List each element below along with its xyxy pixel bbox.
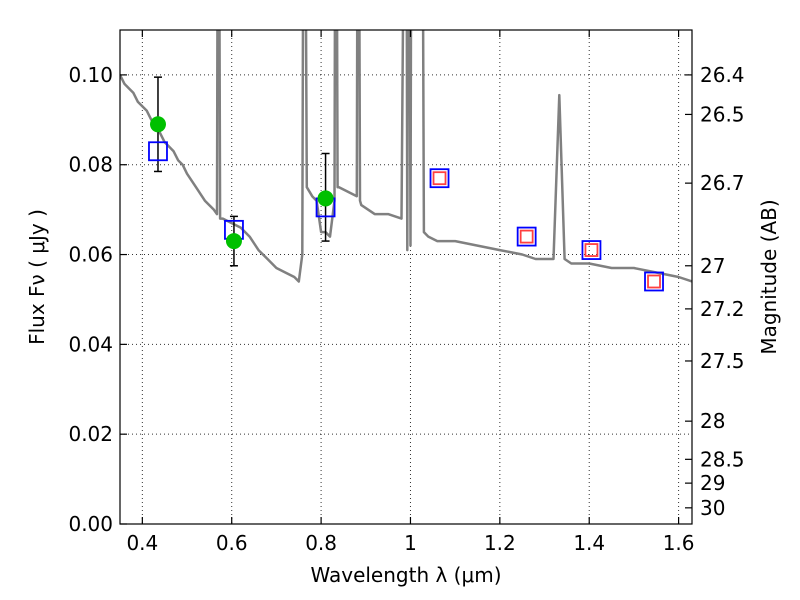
y-tick-label: 0.02 <box>68 422 113 446</box>
axes-frame <box>119 29 693 525</box>
x-axis-label: Wavelength λ (μm) <box>310 563 501 587</box>
x-tick-label: 0.8 <box>305 531 337 555</box>
x-tick-label: 0.4 <box>126 531 158 555</box>
model-flux-square-red <box>647 274 661 289</box>
sed-model-line <box>120 30 692 283</box>
model-flux-square <box>581 240 602 260</box>
model-flux-square <box>429 168 450 189</box>
y-tick-label: 0.10 <box>68 63 113 87</box>
model-flux-square-red <box>519 229 534 244</box>
x-tick-label: 1 <box>404 531 417 555</box>
right-tick-label: 26.7 <box>700 171 745 195</box>
model-flux-square <box>516 226 537 247</box>
observed-flux-point <box>225 233 242 250</box>
right-tick-label: 29 <box>700 471 725 495</box>
right-tick-label: 28 <box>700 409 725 433</box>
y-tick-label: 0.04 <box>68 332 113 356</box>
y-tick-label: 0.00 <box>68 512 113 536</box>
right-tick-label: 27.5 <box>700 349 745 373</box>
plot-area <box>120 30 692 292</box>
x-tick-label: 1.4 <box>573 531 605 555</box>
model-flux-square-red <box>584 243 599 257</box>
right-axis-label: Magnitude (AB) <box>757 199 781 354</box>
y-axis-label: Flux Fν ( μJy ) <box>25 209 49 345</box>
model-flux-square <box>148 141 168 162</box>
right-tick-label: 27 <box>700 254 725 278</box>
right-tick-label: 30 <box>700 496 725 520</box>
model-flux-square-red <box>432 171 447 186</box>
model-flux-square <box>644 271 664 292</box>
x-tick-label: 1.2 <box>484 531 516 555</box>
right-tick-label: 26.4 <box>700 63 745 87</box>
y-tick-label: 0.08 <box>68 153 113 177</box>
observed-flux-point <box>149 116 166 133</box>
right-tick-label: 27.2 <box>700 297 745 321</box>
right-tick-label: 26.5 <box>700 102 745 126</box>
x-tick-label: 0.6 <box>216 531 248 555</box>
axis-ticks <box>120 30 692 525</box>
observed-flux-point <box>317 190 334 207</box>
tick-labels: 0.4 0.6 0.8 1 1.2 1.4 1.6 0.00 0.02 0.04 0.06 0.08 0… <box>68 63 744 555</box>
y-tick-label: 0.06 <box>68 243 113 267</box>
right-tick-label: 28.5 <box>700 447 745 471</box>
x-tick-label: 1.6 <box>663 531 695 555</box>
